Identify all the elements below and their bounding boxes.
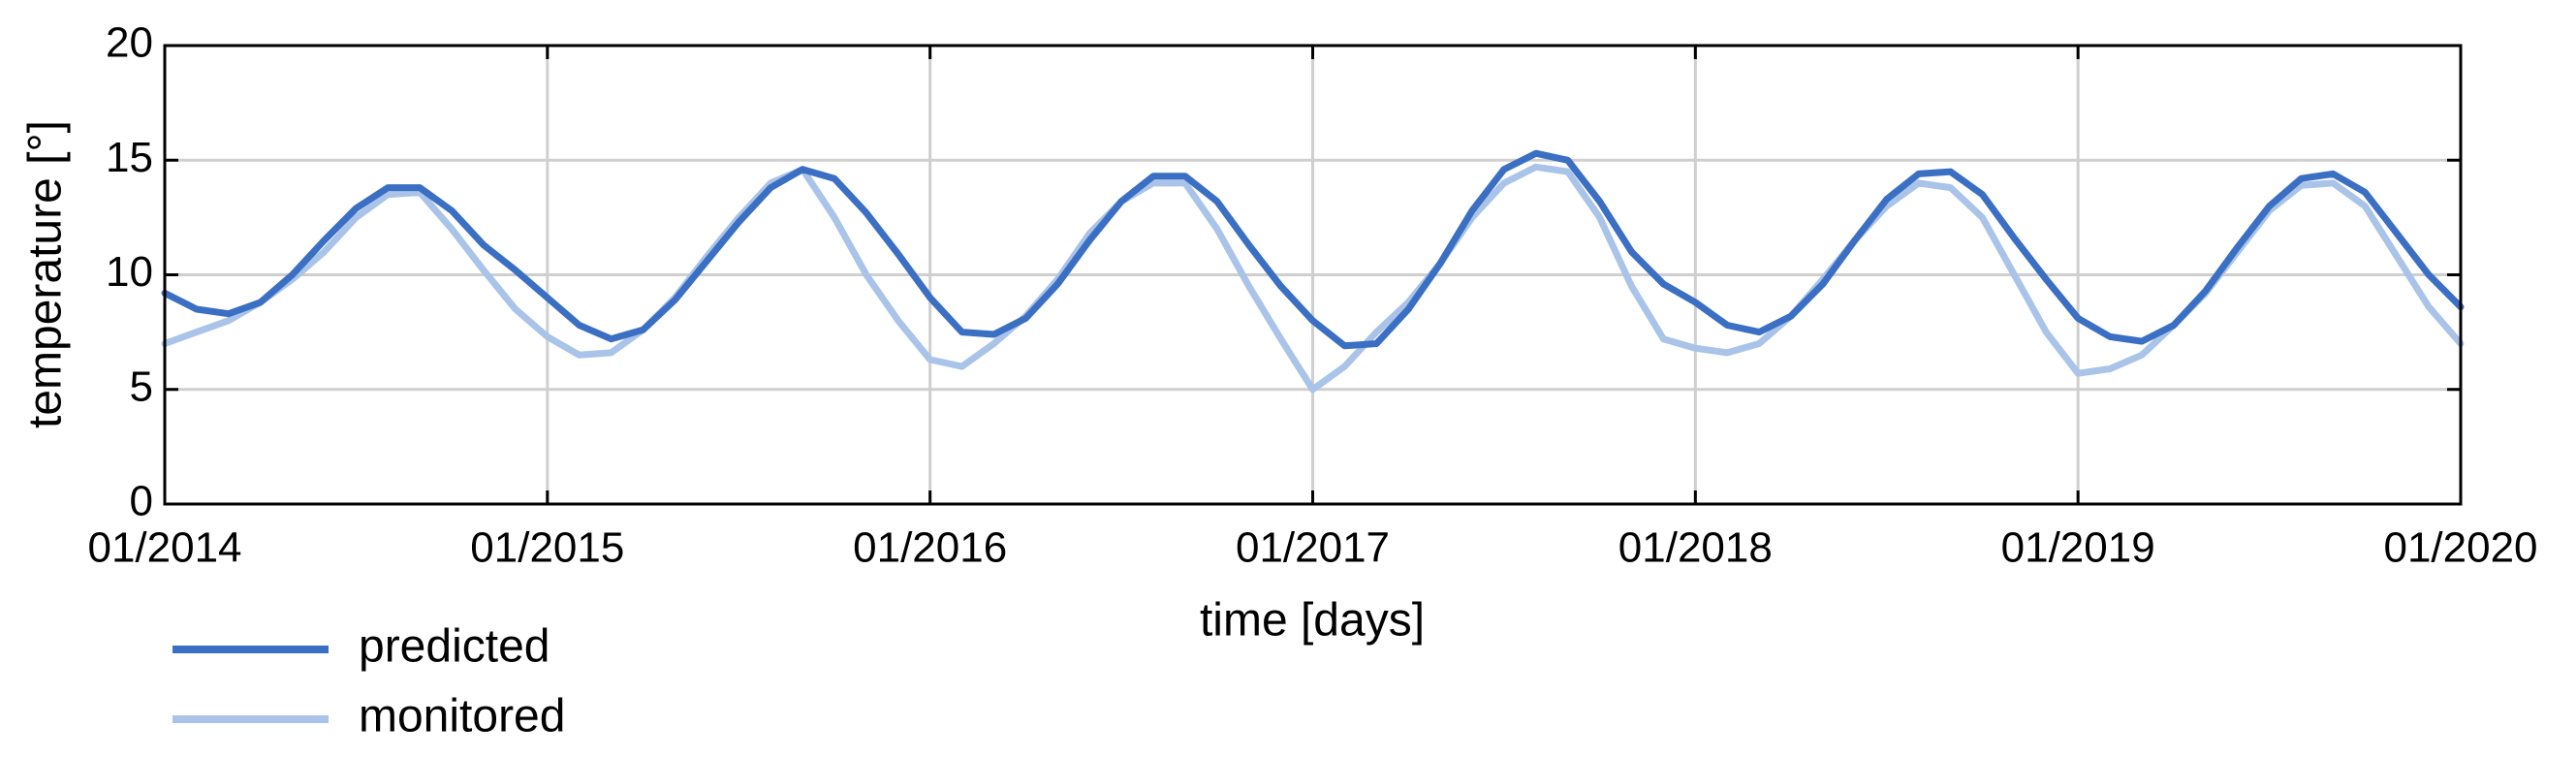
x-tick-label: 01/2018 — [1618, 524, 1773, 572]
data-line — [161, 163, 2465, 394]
x-tick-label: 01/2019 — [2001, 524, 2155, 572]
y-tick-label: 5 — [130, 363, 153, 410]
x-axis-label: time [days] — [1200, 595, 1425, 647]
x-tick-label: 01/2020 — [2383, 524, 2537, 572]
legend-label: predicted — [359, 621, 550, 673]
y-tick-label: 20 — [106, 19, 153, 67]
x-tick-label: 01/2015 — [470, 524, 624, 572]
legend-label: monitored — [359, 691, 565, 742]
y-tick-label: 0 — [130, 478, 153, 525]
x-tick-label: 01/2016 — [853, 524, 1007, 572]
y-tick-label: 10 — [106, 248, 153, 296]
plot-frame — [163, 44, 2463, 506]
y-axis-label: temperature [°] — [20, 120, 72, 428]
data-line — [161, 149, 2465, 350]
x-tick-label: 01/2017 — [1236, 524, 1390, 572]
y-tick-label: 15 — [106, 134, 153, 181]
x-tick-label: 01/2014 — [87, 524, 241, 572]
legend: predicted monitored — [173, 621, 565, 742]
